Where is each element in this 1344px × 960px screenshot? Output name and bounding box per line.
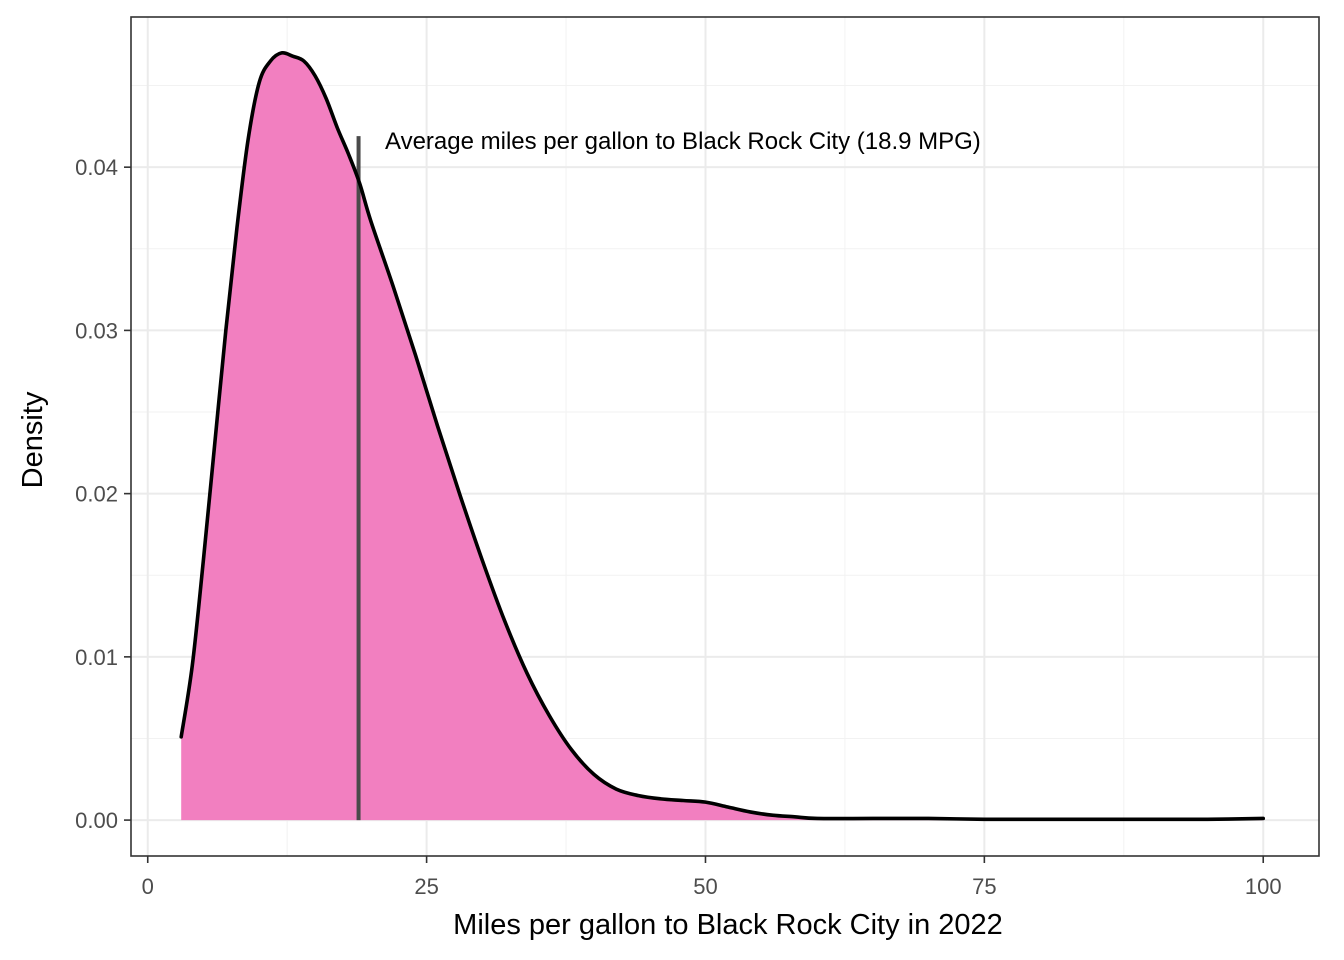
x-tick-label: 100 — [1245, 874, 1282, 899]
y-tick-label: 0.02 — [75, 482, 118, 507]
y-tick-label: 0.00 — [75, 808, 118, 833]
y-tick-label: 0.04 — [75, 155, 118, 180]
plot-border — [130, 16, 1320, 857]
y-tick-label: 0.01 — [75, 645, 118, 670]
density-area — [181, 52, 1264, 821]
x-axis-title: Miles per gallon to Black Rock City in 2… — [453, 909, 1003, 941]
x-axis-ticks: 0 25 50 75 100 — [142, 856, 1282, 899]
average-annotation-label: Average miles per gallon to Black Rock C… — [385, 128, 981, 155]
density-curve-line — [179, 50, 1266, 822]
y-axis-ticks: 0.00 0.01 0.02 0.03 0.04 — [75, 155, 131, 833]
x-tick-label: 75 — [972, 874, 996, 899]
y-tick-label: 0.03 — [75, 318, 118, 343]
x-tick-label: 25 — [414, 874, 438, 899]
x-tick-label: 0 — [142, 874, 154, 899]
y-axis-title: Density — [17, 391, 49, 488]
x-tick-label: 50 — [693, 874, 717, 899]
